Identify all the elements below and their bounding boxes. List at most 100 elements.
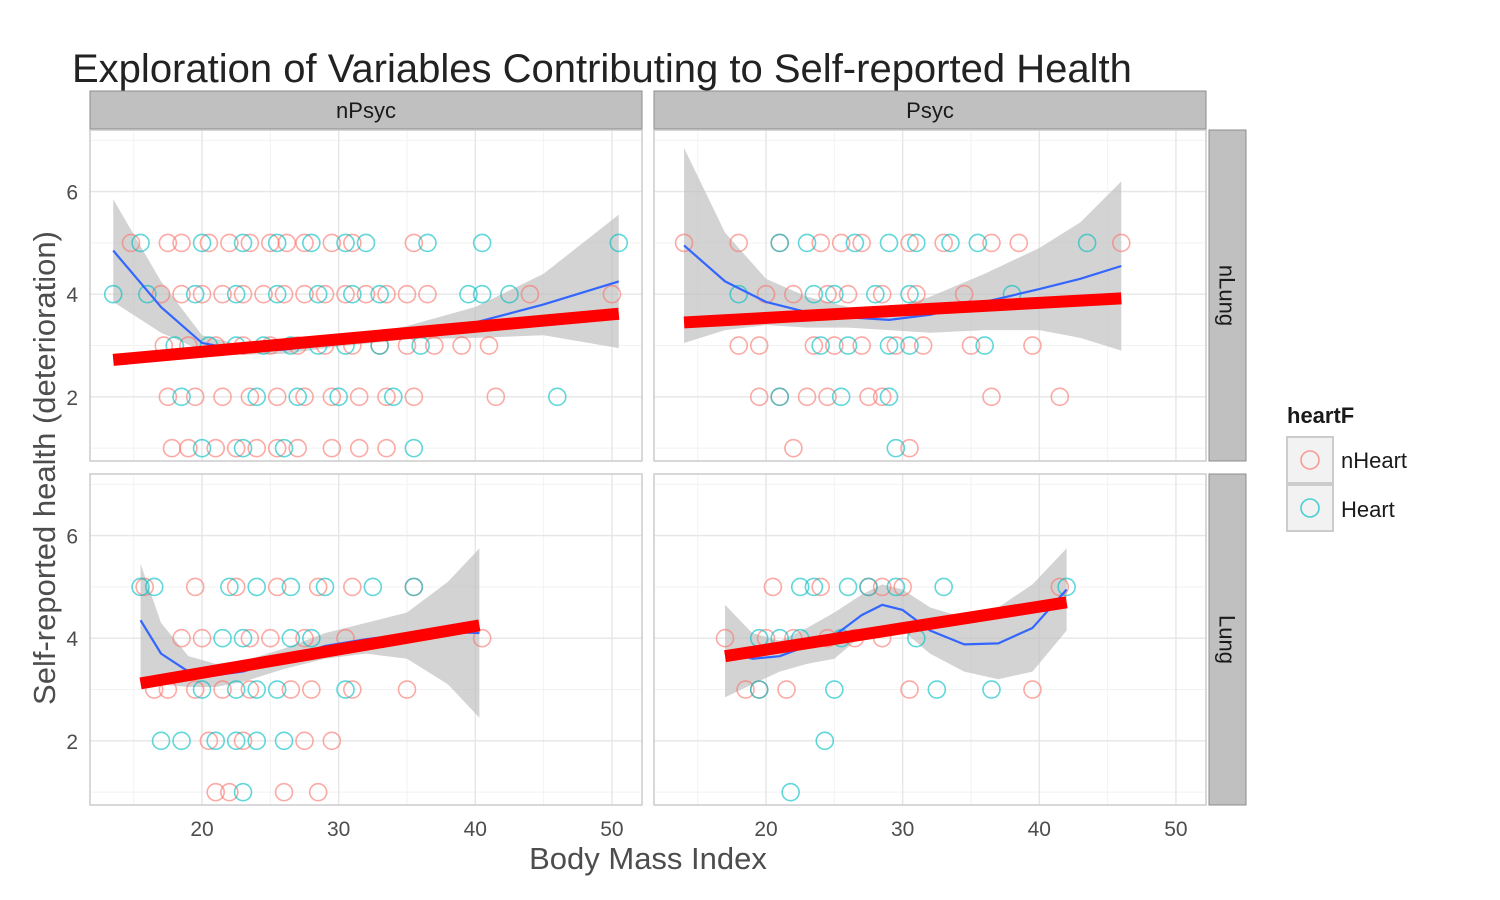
legend-key-heart	[1286, 484, 1334, 532]
data-point-heart	[151, 731, 171, 751]
data-point-heart	[226, 284, 246, 304]
y-tick-label: 6	[66, 182, 78, 205]
data-point-nheart	[749, 387, 769, 407]
data-point-nheart	[343, 233, 362, 253]
data-point-heart	[866, 284, 885, 304]
data-point-nheart	[247, 438, 266, 458]
x-tick-label: 50	[600, 818, 623, 841]
smooth-fit-line	[724, 588, 1068, 660]
data-point-nheart	[934, 233, 953, 253]
data-point-nheart	[158, 233, 178, 253]
data-point-heart	[859, 577, 878, 597]
data-point-nheart	[254, 284, 273, 304]
data-point-nheart	[838, 284, 858, 304]
data-point-nheart	[220, 782, 239, 802]
data-point-heart	[500, 284, 519, 304]
confidence-band	[140, 548, 480, 718]
data-point-heart	[811, 336, 830, 355]
data-point-heart	[1077, 233, 1097, 253]
panel-border	[89, 473, 643, 806]
data-point-nheart	[404, 387, 424, 407]
data-point-nheart	[1023, 680, 1042, 699]
data-point-nheart	[749, 336, 769, 355]
data-point-nheart	[158, 387, 178, 407]
data-point-nheart	[520, 284, 540, 304]
y-tick-label: 4	[66, 284, 78, 307]
data-point-nheart	[226, 438, 246, 458]
data-point-nheart	[818, 387, 837, 407]
data-point-heart	[247, 387, 266, 407]
data-point-heart	[233, 438, 253, 458]
data-point-nheart	[913, 336, 933, 355]
linear-fit-line	[112, 307, 620, 366]
facet-strip-lung	[1208, 473, 1247, 806]
facet-label-npsyc: nPsyc	[336, 98, 396, 123]
legend-title: heartF	[1287, 403, 1354, 428]
data-point-nheart	[818, 284, 837, 304]
data-point-nheart	[1111, 233, 1131, 253]
x-tick-label: 40	[1028, 818, 1051, 841]
data-point-nheart	[715, 628, 735, 648]
y-tick-label: 6	[66, 526, 78, 549]
nheart-marker-icon	[1300, 450, 1320, 470]
data-point-nheart	[825, 336, 844, 355]
data-point-heart	[233, 628, 253, 648]
legend-label-nheart: nHeart	[1341, 448, 1407, 473]
data-point-nheart	[121, 233, 141, 253]
data-point-heart	[220, 577, 239, 597]
data-point-nheart	[859, 387, 878, 407]
data-point-heart	[315, 577, 335, 597]
data-point-heart	[356, 233, 376, 253]
facet-strip-npsyc	[89, 90, 643, 130]
data-point-heart	[247, 577, 266, 597]
data-point-heart	[213, 628, 232, 648]
data-point-heart	[404, 438, 424, 458]
data-point-nheart	[811, 577, 830, 597]
data-point-nheart	[322, 731, 342, 751]
heart-marker-icon	[1300, 498, 1320, 518]
data-point-nheart	[356, 284, 376, 304]
facet-label-lung: Lung	[1215, 615, 1240, 664]
data-point-heart	[749, 680, 769, 699]
data-point-nheart	[1050, 577, 1070, 597]
data-point-nheart	[240, 233, 260, 253]
data-point-heart	[302, 628, 321, 648]
data-point-heart	[192, 680, 212, 699]
data-point-heart	[247, 731, 266, 751]
data-point-nheart	[425, 336, 444, 355]
legend-key-nheart	[1286, 436, 1334, 484]
data-point-nheart	[185, 577, 205, 597]
data-point-heart	[404, 577, 424, 597]
x-tick-label: 20	[190, 818, 213, 841]
data-point-heart	[609, 233, 629, 253]
x-tick-label: 20	[754, 818, 777, 841]
confidence-band	[725, 548, 1067, 698]
data-point-heart	[103, 284, 123, 304]
data-point-nheart	[295, 284, 314, 304]
data-point-heart	[770, 387, 790, 407]
data-point-heart	[226, 731, 246, 751]
data-point-nheart	[267, 577, 287, 597]
data-point-nheart	[602, 284, 622, 304]
data-point-heart	[547, 387, 567, 407]
data-point-heart	[302, 233, 321, 253]
confidence-band	[113, 199, 619, 355]
data-point-heart	[274, 731, 294, 751]
data-point-heart	[131, 577, 150, 597]
data-point-heart	[267, 284, 287, 304]
x-tick-label: 30	[891, 818, 914, 841]
data-point-nheart	[199, 731, 219, 751]
linear-fit-line	[139, 619, 481, 690]
data-point-nheart	[322, 387, 342, 407]
data-point-nheart	[288, 438, 307, 458]
data-point-nheart	[900, 438, 919, 458]
data-point-heart	[900, 284, 919, 304]
data-point-nheart	[240, 628, 260, 648]
data-point-nheart	[343, 680, 362, 699]
data-point-nheart	[274, 284, 294, 304]
data-point-nheart	[900, 233, 919, 253]
data-point-heart	[879, 336, 899, 355]
data-point-heart	[907, 233, 926, 253]
data-point-nheart	[674, 233, 694, 253]
